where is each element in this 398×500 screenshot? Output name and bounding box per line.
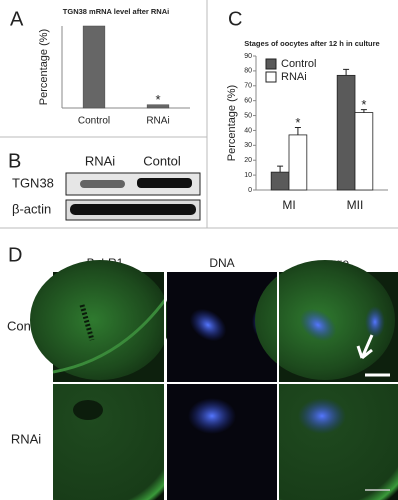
y-tick-label: 50 (244, 112, 252, 119)
y-tick-label: 80 (244, 68, 252, 75)
bar (82, 25, 106, 109)
y-tick-label: 40 (244, 127, 252, 134)
y-tick-label: 70 (244, 83, 252, 90)
legend-swatch (265, 58, 277, 70)
y-tick-label: 10 (244, 172, 252, 179)
y-tick-label: 20 (244, 157, 252, 164)
column-label: DNA (209, 256, 234, 270)
bar (336, 74, 356, 191)
arrow (356, 334, 374, 360)
panel-label: C (228, 8, 242, 30)
y-tick-label: 60 (244, 98, 252, 105)
panel-label: B (8, 150, 21, 172)
error-bar (343, 68, 350, 76)
chart-title: TGN38 mRNA level after RNAi (63, 7, 169, 16)
x-tick-label: Control (78, 116, 110, 127)
dna-stain (189, 308, 227, 342)
lane-label: RNAi (85, 153, 115, 168)
x-tick-label: RNAi (146, 116, 169, 127)
y-tick-label: 0 (248, 187, 252, 194)
blot-band (70, 204, 196, 215)
kinetochores (73, 400, 103, 420)
y-axis-label: Percentage (%) (226, 85, 238, 161)
dna-stain (365, 306, 385, 338)
bar (270, 171, 290, 191)
annotation: * (155, 92, 160, 107)
error-bar (294, 126, 301, 135)
legend-label: RNAi (281, 71, 307, 83)
dna-stain (188, 398, 236, 434)
annotation: * (361, 97, 366, 112)
row-label: β-actin (12, 201, 51, 216)
bar (288, 134, 308, 191)
y-axis-label: Percentage (%) (38, 29, 50, 105)
cell-edge (52, 299, 167, 374)
micrograph (279, 384, 398, 500)
micrograph-grid (30, 260, 398, 500)
bar (146, 104, 170, 109)
blot-band (137, 178, 192, 188)
x-tick-label: MII (347, 198, 364, 212)
error-bar (360, 109, 367, 113)
panel-label: D (8, 244, 22, 266)
chart-title: Stages of oocytes after 12 h in culture (244, 39, 379, 48)
cell-stain (30, 260, 170, 380)
x-tick-label: MI (282, 198, 295, 212)
legend-label: Control (281, 58, 316, 70)
lane-label: Contol (143, 153, 181, 168)
y-tick-label: 30 (244, 142, 252, 149)
dna-stain (298, 398, 346, 434)
panel-label: A (10, 8, 24, 30)
error-bar (277, 165, 284, 173)
blot-band (80, 180, 125, 188)
annotation: * (295, 115, 300, 130)
bar (354, 112, 374, 191)
row-label: TGN38 (12, 175, 54, 190)
y-tick-label: 90 (244, 53, 252, 60)
micrograph (53, 384, 165, 500)
row-label: RNAi (11, 431, 41, 446)
dna-stain (299, 308, 337, 342)
legend-swatch (265, 71, 277, 83)
